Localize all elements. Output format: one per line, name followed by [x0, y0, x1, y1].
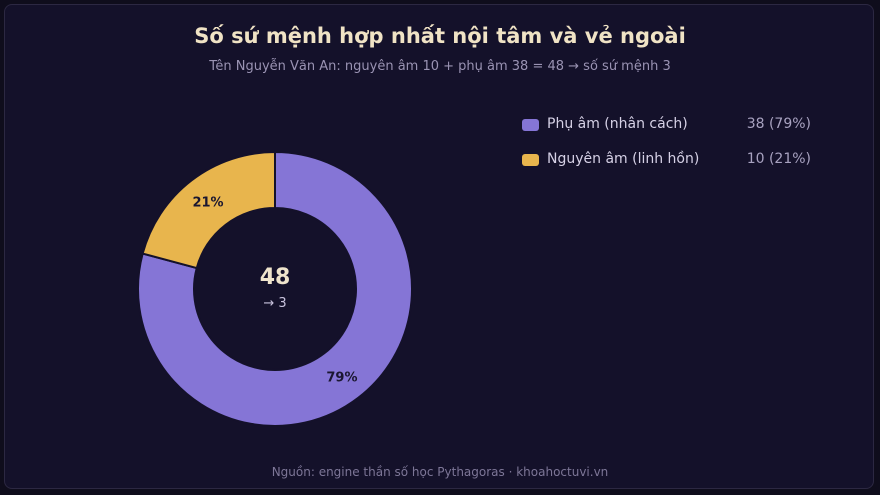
legend-label: Phụ âm (nhân cách)	[547, 116, 688, 132]
chart-subtitle: Tên Nguyễn Văn An: nguyên âm 10 + phụ âm…	[209, 59, 671, 74]
legend-swatch-consonants	[522, 119, 539, 131]
legend-label: Nguyên âm (linh hồn)	[547, 151, 700, 167]
slice-percent-label-0: 79%	[326, 370, 357, 385]
legend-item-vowels[interactable]: Nguyên âm (linh hồn) 10 (21%)	[522, 151, 822, 186]
slice-percent-label-1: 21%	[192, 196, 223, 211]
center-result: → 3	[263, 296, 286, 311]
legend-value: 10 (21%)	[746, 151, 811, 167]
slice-labels: 79% 21%	[192, 196, 357, 386]
donut-slices	[137, 150, 413, 427]
center-total: 48	[260, 265, 291, 290]
source-footer: Nguồn: engine thần số học Pythagoras · k…	[271, 465, 609, 479]
legend-swatch-vowels	[522, 154, 539, 166]
legend: Phụ âm (nhân cách) 38 (79%) Nguyên âm (l…	[522, 116, 822, 186]
donut-slice-1[interactable]	[141, 150, 276, 270]
chart-title: Số sứ mệnh hợp nhất nội tâm và vẻ ngoài	[194, 24, 686, 48]
legend-item-consonants[interactable]: Phụ âm (nhân cách) 38 (79%)	[522, 116, 822, 151]
donut-slice-0[interactable]	[137, 150, 413, 427]
legend-value: 38 (79%)	[746, 116, 811, 132]
